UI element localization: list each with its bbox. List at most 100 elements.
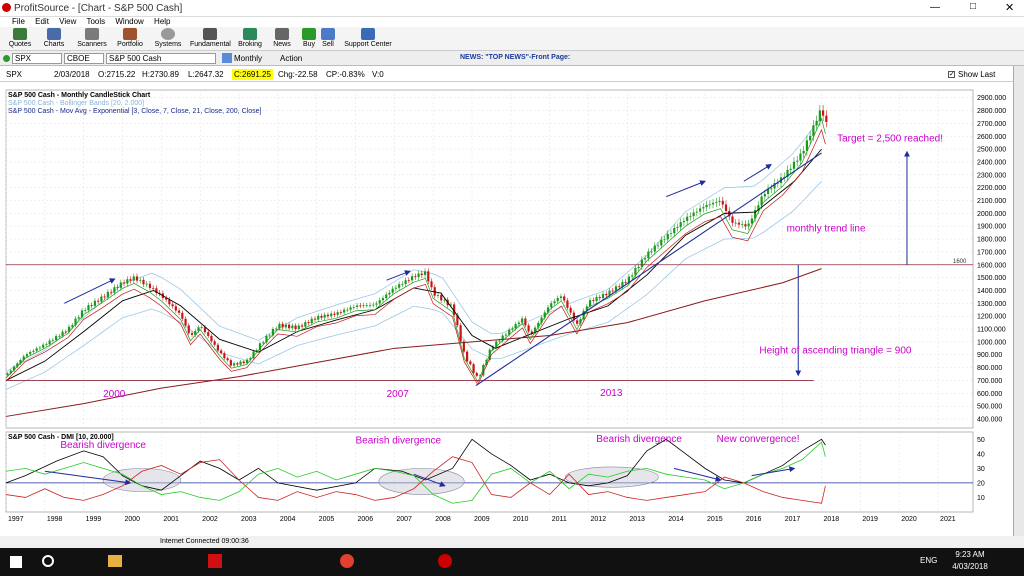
candle-body bbox=[631, 275, 634, 277]
maximize-button[interactable]: □ bbox=[970, 1, 977, 12]
candle-body bbox=[504, 334, 508, 336]
menu-tools[interactable]: Tools bbox=[86, 17, 106, 26]
x-tick-label: 2018 bbox=[824, 516, 840, 523]
chrome-icon[interactable] bbox=[340, 554, 354, 568]
y-tick-label: 1800.000 bbox=[977, 237, 1006, 244]
x-tick-label: 1998 bbox=[47, 516, 63, 523]
candle-body bbox=[744, 224, 747, 227]
annotation-target: Target = 2,500 reached! bbox=[837, 133, 943, 144]
candle-body bbox=[815, 120, 818, 126]
candle-body bbox=[297, 325, 300, 330]
ema200-line bbox=[5, 268, 822, 417]
app-logo-icon bbox=[2, 3, 11, 12]
menu-edit[interactable]: Edit bbox=[35, 17, 49, 26]
windows-start-icon[interactable] bbox=[10, 556, 22, 568]
candle-body bbox=[637, 266, 640, 269]
candle-body bbox=[540, 317, 543, 323]
menu-view[interactable]: View bbox=[59, 17, 77, 26]
candle-body bbox=[466, 351, 469, 362]
candle-body bbox=[773, 183, 776, 189]
candle-body bbox=[145, 283, 148, 285]
menu-help[interactable]: Help bbox=[154, 17, 171, 26]
file-explorer-icon[interactable] bbox=[108, 555, 122, 567]
broking-button[interactable]: Broking bbox=[230, 27, 270, 48]
action-dropdown[interactable]: Action bbox=[280, 54, 303, 63]
close-button[interactable]: ✕ bbox=[1005, 2, 1015, 14]
dmi-y-tick-label: 20 bbox=[977, 480, 985, 487]
candle-body bbox=[262, 342, 265, 344]
news-ticker[interactable]: NEWS: "TOP NEWS"-Front Page: bbox=[460, 54, 571, 61]
portfolio-button[interactable]: Portfolio bbox=[110, 27, 150, 48]
candle-body bbox=[346, 309, 349, 311]
page-monitor-tab[interactable] bbox=[1013, 66, 1024, 536]
candle-body bbox=[592, 300, 595, 302]
candle-body bbox=[288, 324, 291, 329]
x-tick-label: 2011 bbox=[552, 516, 567, 523]
news-button[interactable]: News bbox=[262, 27, 302, 48]
candle-body bbox=[19, 359, 22, 364]
candle-body bbox=[152, 287, 155, 289]
candle-body bbox=[245, 359, 249, 364]
fundamental-button[interactable]: Fundamental bbox=[190, 27, 231, 48]
candle-body bbox=[786, 169, 789, 177]
menu-file[interactable]: File bbox=[12, 17, 25, 26]
candle-body bbox=[576, 320, 579, 324]
show-last-checkbox[interactable]: ✓ bbox=[948, 71, 955, 78]
candle-body bbox=[317, 315, 320, 320]
search-icon[interactable] bbox=[42, 555, 54, 567]
buy-button[interactable]: Buy bbox=[289, 27, 329, 48]
show-last-label: Show Last bbox=[958, 70, 996, 79]
connection-status: Internet Connected 09:00:36 bbox=[160, 538, 249, 545]
candle-body bbox=[45, 344, 48, 345]
y-tick-label: 2800.000 bbox=[977, 108, 1006, 115]
y-tick-label: 1200.000 bbox=[977, 314, 1006, 321]
y-tick-label: 1100.000 bbox=[977, 327, 1006, 334]
exchange-select[interactable]: CBOE bbox=[64, 53, 104, 64]
minimize-button[interactable]: — bbox=[930, 2, 940, 13]
candle-body bbox=[25, 354, 29, 357]
candle-body bbox=[572, 312, 576, 321]
security-name-field[interactable]: S&P 500 Cash bbox=[106, 53, 216, 64]
candle-body bbox=[757, 205, 760, 211]
x-tick-label: 2009 bbox=[474, 516, 490, 523]
app-k-icon[interactable] bbox=[208, 554, 222, 568]
taskbar: ENG 9:23 AM 4/03/2018 bbox=[0, 548, 1024, 576]
candle-body bbox=[142, 279, 145, 285]
candle-body bbox=[679, 222, 682, 228]
candle-body bbox=[517, 322, 520, 325]
candle-body bbox=[310, 318, 313, 324]
candle-body bbox=[715, 201, 718, 203]
candle-body bbox=[711, 202, 715, 205]
language-indicator[interactable]: ENG bbox=[920, 556, 938, 565]
y-tick-label: 1000.000 bbox=[977, 339, 1006, 346]
sell-button[interactable]: Sell bbox=[308, 27, 348, 48]
y-tick-label: 400.000 bbox=[977, 417, 1002, 424]
candle-body bbox=[375, 303, 378, 305]
candle-body bbox=[155, 288, 158, 293]
profitsource-taskbar-icon[interactable] bbox=[438, 554, 452, 568]
symbol-input[interactable]: SPX bbox=[12, 53, 62, 64]
candle-body bbox=[268, 335, 271, 337]
quotes-button[interactable]: Quotes bbox=[0, 27, 40, 48]
candle-body bbox=[29, 351, 32, 355]
info-volume: V:0 bbox=[372, 70, 384, 79]
scanners-button[interactable]: Scanners bbox=[72, 27, 112, 48]
info-change: Chg:-22.58 bbox=[278, 70, 318, 79]
candle-body bbox=[737, 222, 741, 225]
momentum-arrow bbox=[64, 278, 116, 304]
candle-body bbox=[414, 276, 417, 278]
menu-window[interactable]: Window bbox=[115, 17, 144, 26]
candle-body bbox=[229, 360, 232, 366]
candle-body bbox=[644, 258, 647, 260]
support-center-button[interactable]: Support Center bbox=[340, 27, 396, 48]
candle-body bbox=[119, 282, 122, 288]
dmi-panel: 10 20 30 40 50 S&P 500 Cash - DMI [10, 20.000… bbox=[5, 431, 985, 513]
systems-button[interactable]: Systems bbox=[148, 27, 188, 48]
chart-area[interactable]: 400.000 500.000 600.000 700.000 800.000 900.0… bbox=[0, 82, 1013, 536]
charts-button[interactable]: Charts bbox=[34, 27, 74, 48]
period-dropdown[interactable]: Monthly bbox=[234, 54, 263, 63]
candle-body bbox=[398, 284, 401, 288]
candle-body bbox=[588, 300, 592, 307]
candle-body bbox=[614, 286, 618, 292]
clock-time: 9:23 AM bbox=[955, 550, 985, 559]
